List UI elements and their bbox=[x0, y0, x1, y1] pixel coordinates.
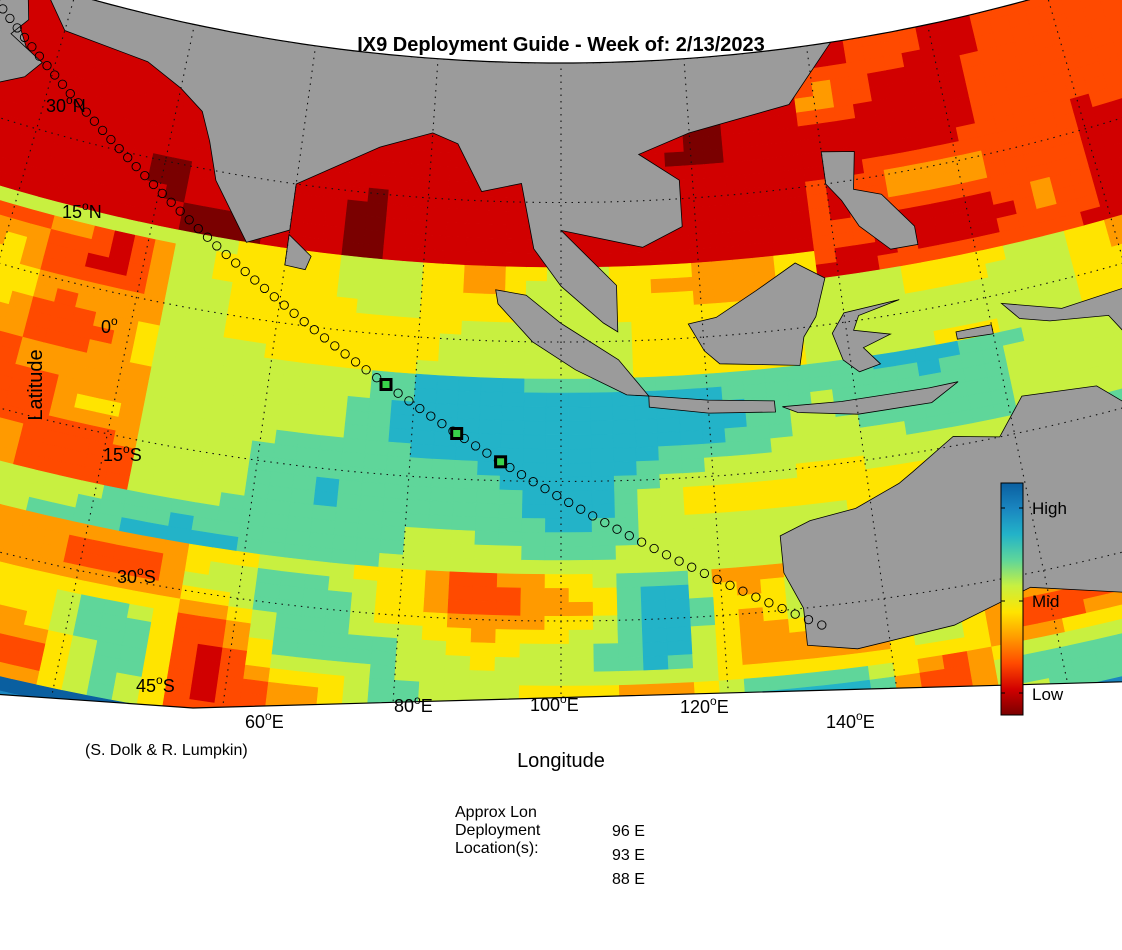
lat-tick-15s: 15oS bbox=[103, 442, 142, 465]
colorbar-label-mid: Mid bbox=[1032, 592, 1059, 611]
lon-tick-80e: 80oE bbox=[394, 693, 433, 716]
deployment-location: 88 E bbox=[612, 871, 645, 895]
lat-tick-30s: 30oS bbox=[117, 564, 156, 587]
lat-tick-45s: 45oS bbox=[136, 673, 175, 696]
colorbar-ramp bbox=[1001, 483, 1023, 715]
map-title: IX9 Deployment Guide - Week of: 2/13/202… bbox=[357, 34, 765, 56]
deployment-marker bbox=[496, 457, 506, 467]
deployment-marker bbox=[452, 429, 462, 439]
deployment-header-line: Approx Lon bbox=[455, 804, 540, 822]
lon-tick-140e: 140oE bbox=[826, 709, 875, 732]
x-axis-label: Longitude bbox=[517, 750, 605, 772]
y-axis-label: Latitude bbox=[25, 349, 47, 420]
lat-tick-30n: 30oN bbox=[46, 93, 86, 116]
lon-tick-60e: 60oE bbox=[245, 709, 284, 732]
deployment-marker bbox=[381, 380, 391, 390]
lon-tick-120e: 120oE bbox=[680, 694, 729, 717]
deployment-header-line: Location(s): bbox=[455, 840, 540, 858]
deployment-header-line: Deployment bbox=[455, 822, 540, 840]
deployment-header: Approx Lon Deployment Location(s): bbox=[455, 804, 540, 858]
colorbar-label-high: High bbox=[1032, 499, 1067, 518]
deployment-location: 96 E bbox=[612, 823, 645, 847]
deployment-locations: 96 E 93 E 88 E bbox=[612, 823, 645, 895]
deployment-location: 93 E bbox=[612, 847, 645, 871]
colorbar-label-low: Low bbox=[1032, 685, 1064, 704]
lon-tick-100e: 100oE bbox=[530, 692, 579, 715]
lat-tick-15n: 15oN bbox=[62, 199, 102, 222]
credit-text: (S. Dolk & R. Lumpkin) bbox=[85, 742, 248, 760]
